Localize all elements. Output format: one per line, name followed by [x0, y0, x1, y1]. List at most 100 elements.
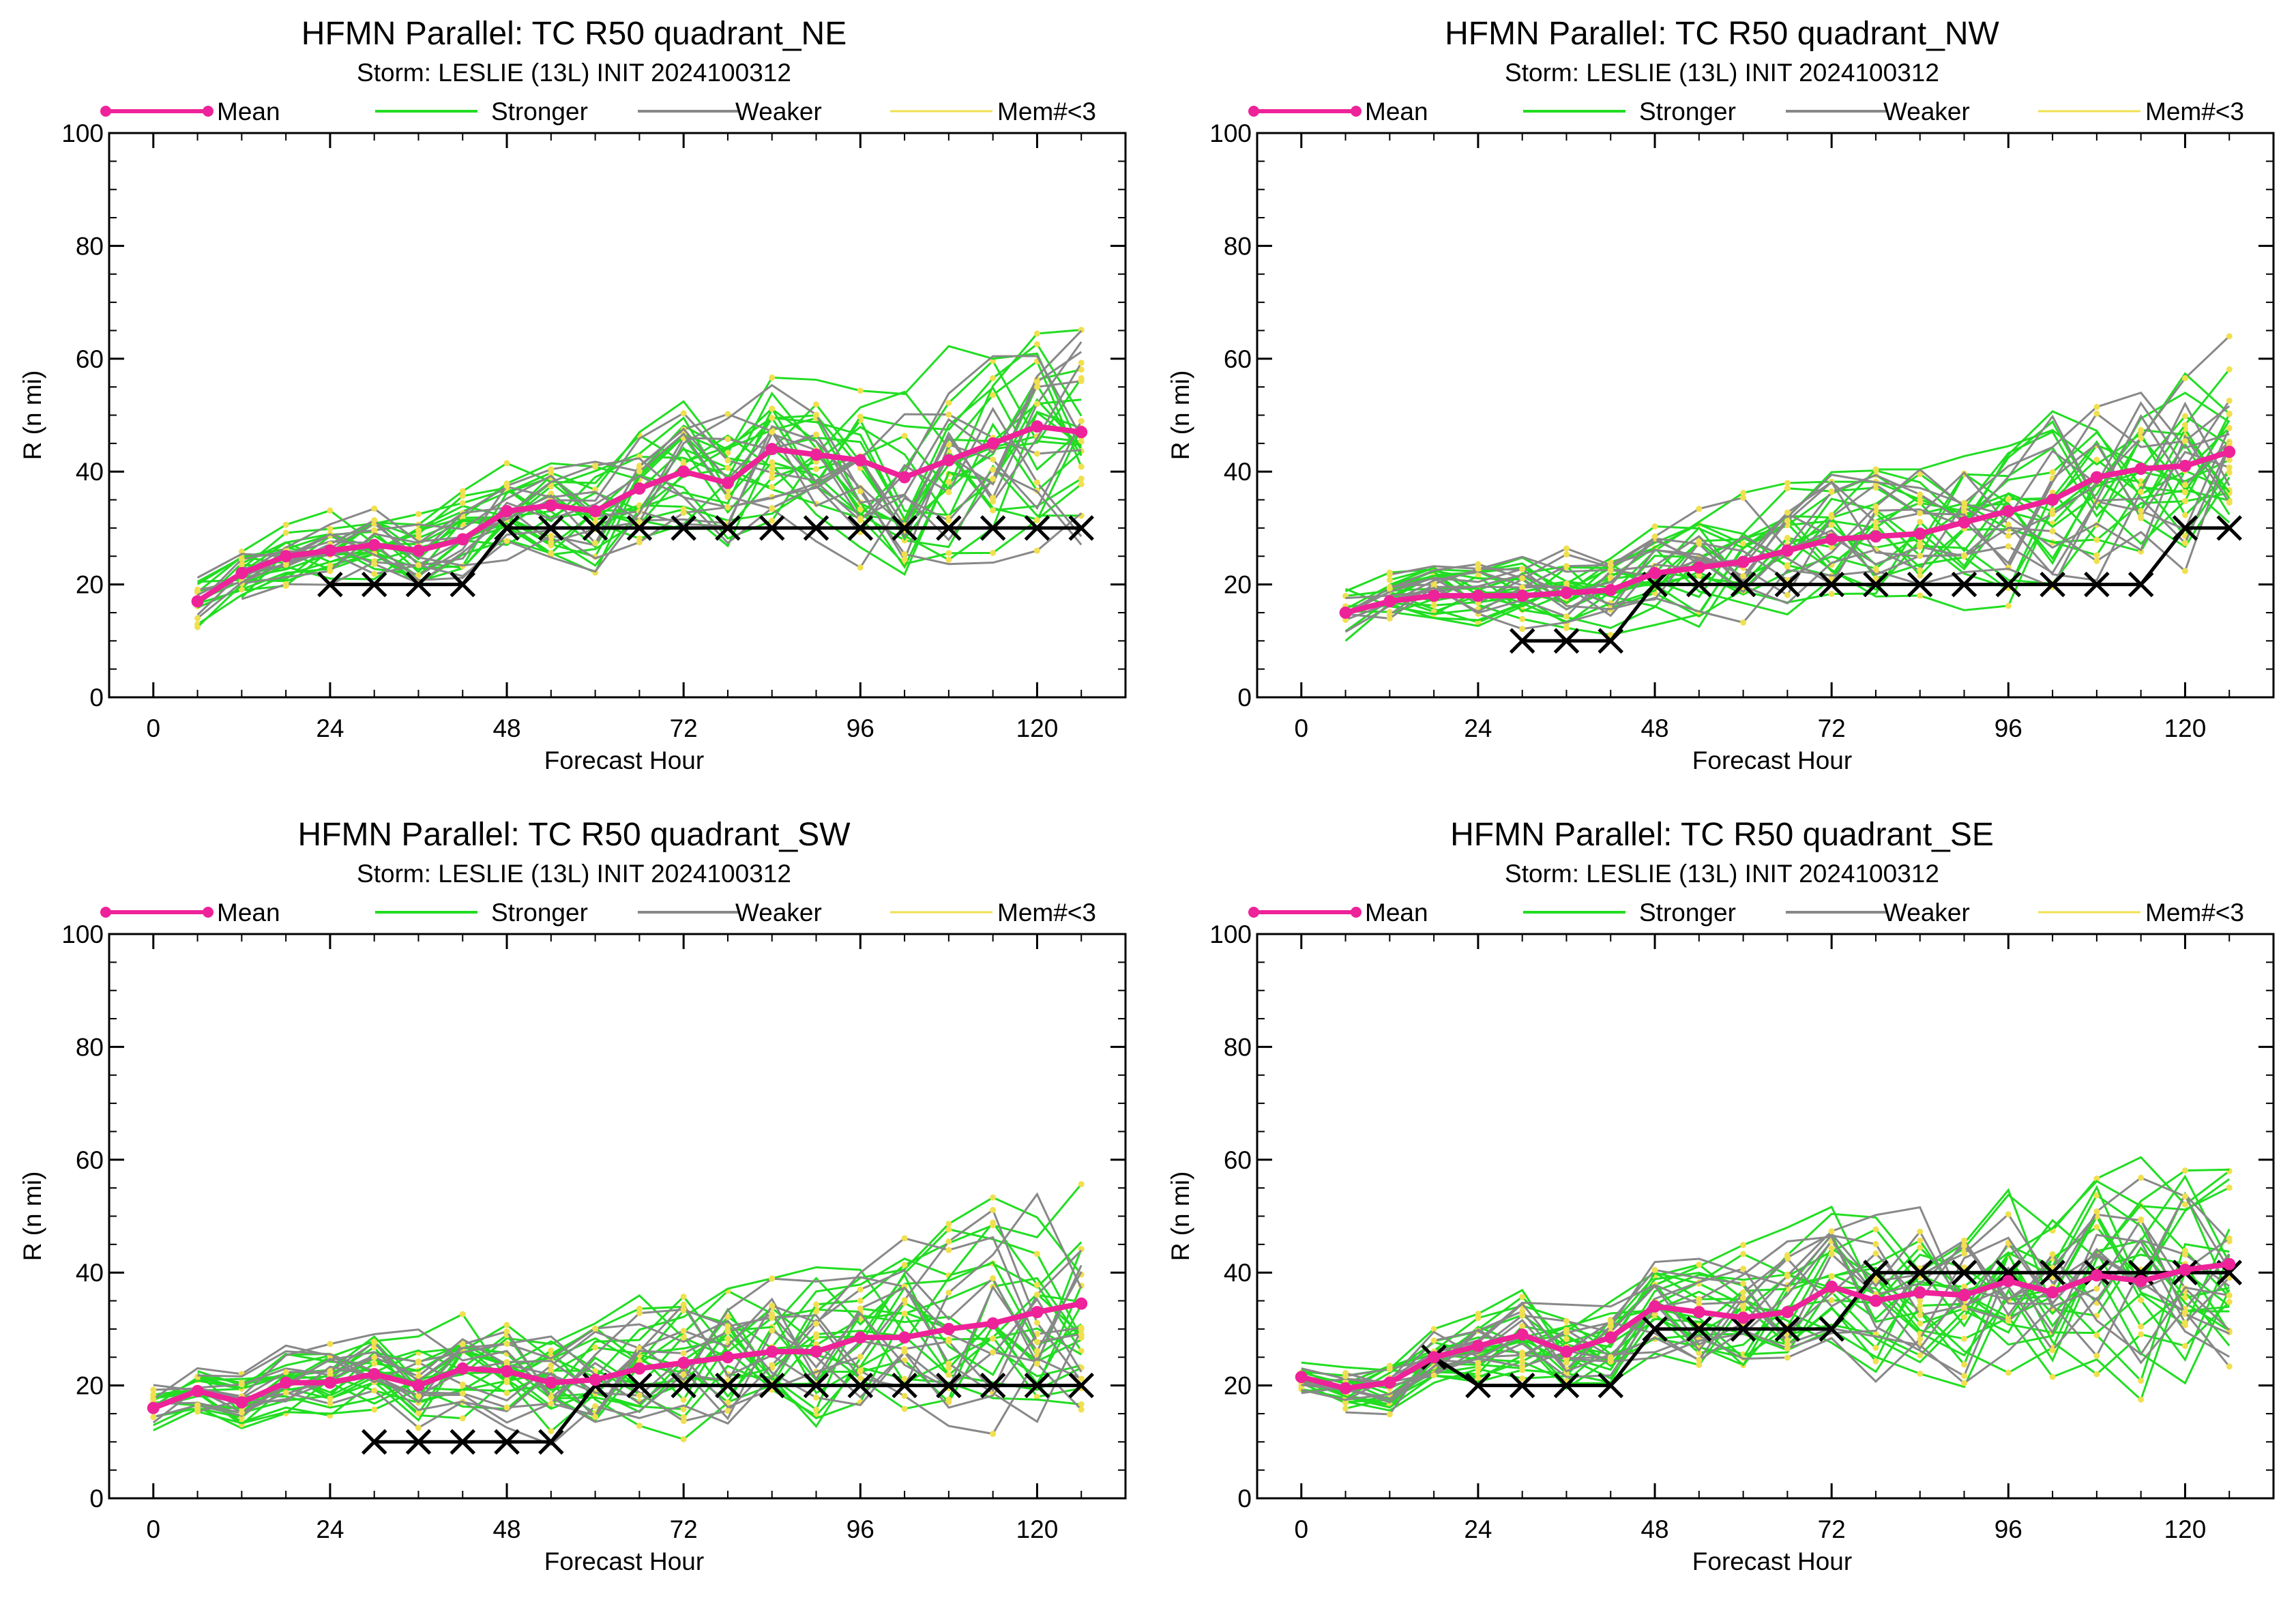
- member-point: [1961, 1361, 1968, 1368]
- best-track-marker: [1686, 1316, 1712, 1342]
- legend-stronger-label: Stronger: [491, 899, 588, 927]
- member-point: [813, 1320, 820, 1327]
- member-point: [459, 1381, 466, 1388]
- member-point: [2093, 1352, 2100, 1359]
- member-point: [857, 1375, 864, 1382]
- mean-series: [1339, 446, 2236, 619]
- member-point: [990, 495, 997, 501]
- member-point: [2049, 528, 2056, 535]
- mean-series: [1295, 1257, 2236, 1395]
- member-point: [503, 1404, 510, 1411]
- x-tick-label: 72: [1818, 1515, 1846, 1543]
- member-point: [592, 519, 599, 526]
- member-point: [150, 1386, 157, 1393]
- member-point: [990, 1206, 997, 1213]
- member-point: [2181, 1193, 2188, 1199]
- y-tick-label: 20: [76, 1372, 104, 1400]
- best-track-marker: [715, 515, 741, 541]
- member-point: [1784, 1337, 1791, 1343]
- mean-point: [368, 1368, 381, 1381]
- member-point: [592, 462, 599, 469]
- member-point: [1917, 499, 1924, 506]
- mean-point: [1295, 1371, 1308, 1384]
- member-point: [2226, 1298, 2233, 1305]
- member-point: [680, 1406, 687, 1412]
- member-point: [945, 556, 952, 563]
- best-track-marker: [1951, 571, 1977, 598]
- member-point: [503, 1377, 510, 1384]
- member-point: [1033, 340, 1040, 347]
- member-point: [1917, 553, 1924, 559]
- legend-mean-label: Mean: [1365, 98, 1428, 126]
- member-point: [371, 517, 378, 524]
- best-track-marker: [671, 1372, 696, 1399]
- member-point: [282, 581, 289, 587]
- member-point: [2093, 403, 2100, 410]
- member-line-stronger: [197, 1228, 1083, 1409]
- y-tick-label: 60: [1224, 1146, 1252, 1174]
- best-track-marker: [450, 1429, 476, 1455]
- member-point: [680, 1301, 687, 1308]
- x-tick-label: 120: [1016, 714, 1059, 742]
- legend-mem-label: Mem#<3: [997, 98, 1096, 126]
- member-point: [724, 457, 731, 464]
- member-point: [150, 1396, 157, 1403]
- member-point: [1740, 619, 1747, 626]
- member-point: [724, 1323, 731, 1330]
- mean-point: [1781, 544, 1794, 557]
- best-track-marker: [1907, 1259, 1933, 1285]
- best-track-marker: [936, 1372, 962, 1399]
- member-point: [1961, 552, 1968, 559]
- member-point: [2093, 1175, 2100, 1182]
- member-line-weaker: [241, 407, 1083, 600]
- legend-mean-dot: [100, 106, 111, 117]
- member-point: [2049, 1373, 2056, 1380]
- member-point: [990, 466, 997, 473]
- best-track-marker: [2128, 571, 2154, 598]
- x-tick-label: 96: [847, 714, 874, 742]
- member-point: [1033, 330, 1040, 337]
- best-track-marker: [1774, 1316, 1801, 1342]
- member-point: [1961, 1380, 1968, 1386]
- best-track-marker: [1068, 515, 1094, 541]
- member-point: [901, 1310, 908, 1317]
- mean-point: [2002, 1275, 2015, 1287]
- member-point: [194, 1402, 201, 1409]
- x-tick-label: 96: [1995, 1515, 2022, 1543]
- member-line-weaker: [1345, 1213, 2231, 1416]
- mean-point: [1031, 420, 1044, 433]
- plot-area: [147, 1181, 1094, 1455]
- member-point: [415, 562, 422, 568]
- member-point: [2093, 1371, 2100, 1378]
- member-point: [1740, 494, 1747, 501]
- chart-subtitle: Storm: LESLIE (13L) INIT 2024100312: [1505, 860, 1939, 888]
- plot-frame: [1256, 933, 2275, 1500]
- member-point: [1784, 536, 1791, 542]
- member-point: [1784, 1345, 1791, 1352]
- member-point: [503, 460, 510, 467]
- y-tick-label: 60: [1224, 345, 1252, 373]
- best-track-marker: [1995, 571, 2022, 598]
- member-point: [2226, 1235, 2233, 1242]
- mean-point: [1649, 567, 1662, 580]
- legend-weaker: Weaker: [638, 899, 822, 927]
- best-track-marker: [803, 1372, 829, 1399]
- member-point: [1961, 1313, 1968, 1320]
- y-tick-label: 80: [76, 1033, 104, 1061]
- member-point: [2181, 1309, 2188, 1315]
- mean-series: [147, 1297, 1088, 1414]
- legend-stronger: Stronger: [375, 899, 588, 927]
- mean-point: [1692, 1306, 1705, 1319]
- member-point: [1651, 1266, 1658, 1273]
- member-point: [2226, 1184, 2233, 1191]
- best-track-marker: [1024, 1372, 1050, 1399]
- member-point: [592, 1325, 599, 1332]
- member-point: [459, 499, 466, 506]
- member-line-weaker: [197, 1236, 1082, 1446]
- member-point: [371, 570, 378, 577]
- member-point: [1519, 1375, 1526, 1382]
- member-point: [680, 1418, 687, 1425]
- member-point: [1696, 1300, 1703, 1307]
- mean-point: [1825, 1280, 1838, 1293]
- member-point: [769, 428, 776, 435]
